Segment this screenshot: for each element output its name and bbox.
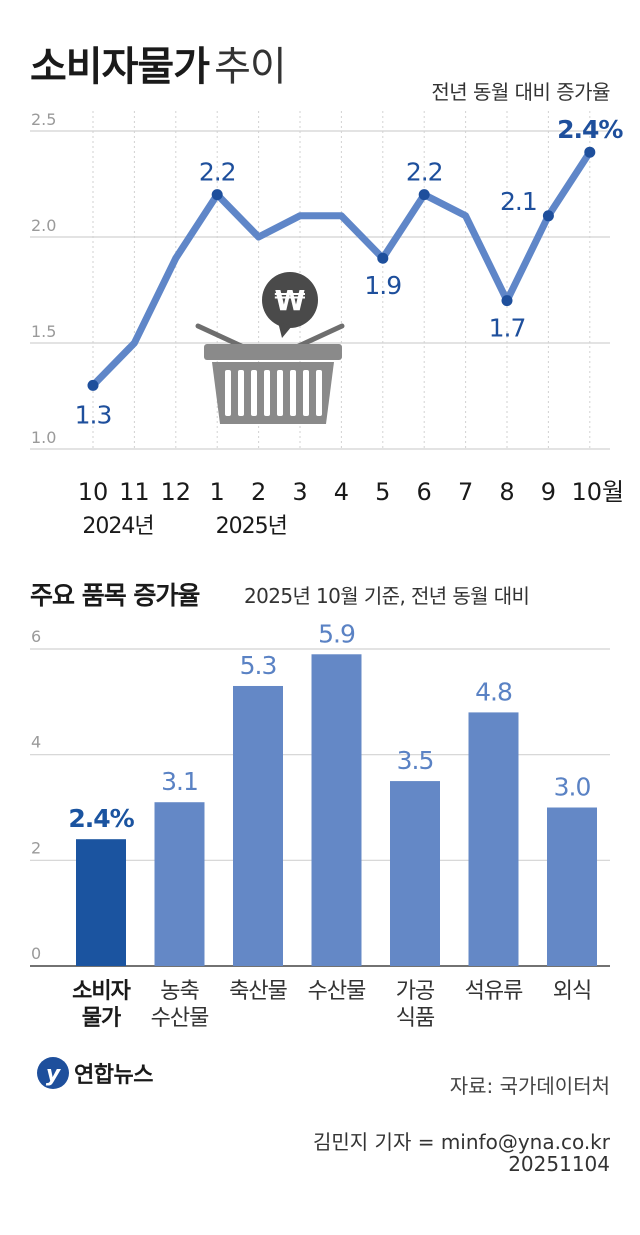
x-tick-label: 6 xyxy=(417,478,432,506)
line-chart: 1.0 1.5 2.0 2.5 ₩ 1.3 2.2 1.9 2.2 1.7 2.1 2.4% 10… xyxy=(30,110,625,539)
source-text: 자료: 국가데이터처 xyxy=(449,1074,610,1098)
x-tick-label: 12 xyxy=(161,478,192,506)
x-tick-label: 11 xyxy=(119,478,150,506)
x-tick-label: 5 xyxy=(375,478,390,506)
bar-chart-data-labels: 2.4% 3.1 5.3 5.9 3.5 4.8 3.0 xyxy=(68,619,591,833)
line-chart-grid xyxy=(30,130,610,450)
data-label: 1.7 xyxy=(489,314,526,343)
svg-text:y: y xyxy=(46,1062,62,1087)
y-tick-label: 2.5 xyxy=(31,110,56,129)
x-tick-label: 3 xyxy=(292,478,307,506)
bar-data-label: 5.3 xyxy=(240,651,277,680)
x-tick-label: 7 xyxy=(458,478,473,506)
category-label: 농축 xyxy=(160,979,199,1004)
y-tick-label: 2 xyxy=(31,838,41,857)
x-tick-label: 9 xyxy=(541,478,556,506)
bar-data-label: 3.5 xyxy=(397,746,434,775)
y-tick-label: 0 xyxy=(31,944,41,963)
shopping-basket-icon: ₩ xyxy=(195,272,345,424)
data-point xyxy=(584,146,596,158)
title-bold: 소비자물가 xyxy=(30,44,210,90)
x-tick-label: 10월 xyxy=(571,478,624,506)
data-point xyxy=(418,189,430,201)
bar xyxy=(390,781,440,966)
bar-data-label: 3.1 xyxy=(161,767,198,796)
data-point xyxy=(377,252,389,264)
category-label: 가공 xyxy=(396,979,435,1004)
yonhap-logo-icon: y xyxy=(37,1057,69,1089)
category-label: 물가 xyxy=(82,1006,121,1031)
category-label: 소비자 xyxy=(72,979,131,1004)
x-tick-label: 2 xyxy=(251,478,266,506)
section-title: 주요 품목 증가율 xyxy=(30,581,200,610)
data-point xyxy=(501,295,513,307)
year-label: 2024년 xyxy=(82,514,153,539)
x-tick-label: 8 xyxy=(499,478,514,506)
title-light: 추이 xyxy=(214,44,287,90)
category-label: 수산물 xyxy=(151,1006,209,1031)
data-point xyxy=(87,379,99,391)
x-tick-label: 4 xyxy=(334,478,349,506)
bar xyxy=(154,802,205,966)
bar-data-label: 5.9 xyxy=(318,619,355,648)
line-chart-data-labels: 1.3 2.2 1.9 2.2 1.7 2.1 2.4% xyxy=(75,115,625,429)
data-point xyxy=(211,189,223,201)
data-label: 2.4% xyxy=(557,115,623,144)
svg-text:₩: ₩ xyxy=(275,284,306,317)
x-tick-label: 1 xyxy=(210,478,225,506)
bar-data-label: 2.4% xyxy=(68,804,134,833)
page-title: 소비자물가 추이 xyxy=(30,34,287,92)
section-subtitle: 2025년 10월 기준, 전년 동월 대비 xyxy=(244,584,530,608)
data-label: 2.2 xyxy=(199,158,236,187)
y-tick-label: 1.5 xyxy=(31,322,56,341)
y-tick-label: 2.0 xyxy=(31,216,56,235)
category-label: 외식 xyxy=(553,979,591,1004)
chart-subtitle: 전년 동월 대비 증가율 xyxy=(431,80,610,104)
data-label: 1.3 xyxy=(75,400,112,429)
bar-data-label: 3.0 xyxy=(554,773,591,802)
line-chart-y-ticks: 1.0 1.5 2.0 2.5 xyxy=(31,110,56,447)
data-point xyxy=(542,210,554,222)
bar xyxy=(76,839,126,966)
line-chart-points xyxy=(87,146,596,391)
data-label: 2.1 xyxy=(500,187,537,216)
y-tick-label: 1.0 xyxy=(31,428,56,447)
logo-text: 연합뉴스 xyxy=(74,1063,153,1088)
yonhap-logo: y 연합뉴스 xyxy=(36,1056,153,1090)
category-label: 수산물 xyxy=(308,979,366,1004)
reporter-credit: 김민지 기자 = minfo@yna.co.kr xyxy=(313,1130,610,1154)
y-tick-label: 6 xyxy=(31,627,41,646)
data-label: 1.9 xyxy=(364,271,401,300)
publish-date: 20251104 xyxy=(508,1152,610,1176)
category-label: 식품 xyxy=(396,1006,435,1031)
x-tick-label: 10 xyxy=(78,478,109,506)
category-label: 석유류 xyxy=(465,979,523,1004)
category-label: 축산물 xyxy=(229,979,287,1004)
bar xyxy=(311,654,362,966)
y-tick-label: 4 xyxy=(31,733,41,752)
bar xyxy=(468,712,519,966)
line-chart-x-gridlines xyxy=(92,111,591,449)
year-label: 2025년 xyxy=(216,514,287,539)
bar-chart-bars xyxy=(76,654,597,966)
bar xyxy=(233,685,283,966)
bar-data-label: 4.8 xyxy=(475,677,512,706)
bar xyxy=(547,807,597,966)
data-label: 2.2 xyxy=(406,158,443,187)
